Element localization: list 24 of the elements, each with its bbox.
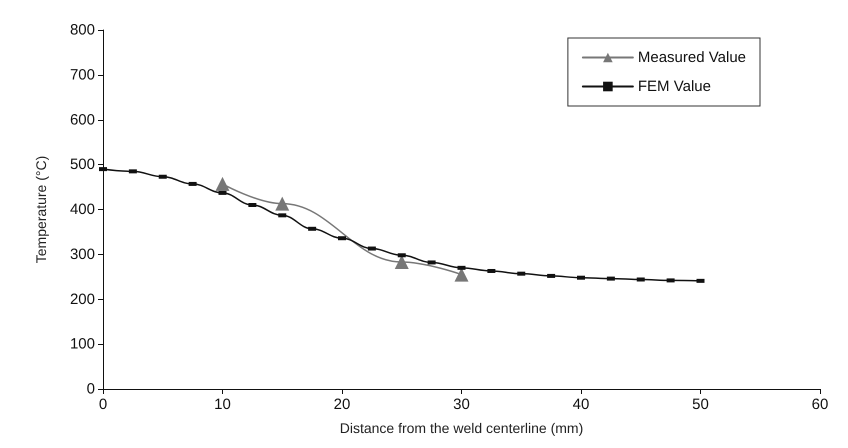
y-tick-label: 100: [70, 336, 95, 353]
point: [394, 255, 409, 270]
y-tick-label: 700: [70, 66, 95, 84]
x-tick-label: 60: [812, 396, 828, 413]
x-axis-title: Distance from the weld centerline (mm): [340, 420, 584, 436]
y-tick-label: 400: [70, 201, 95, 218]
point: [216, 176, 230, 191]
x-tick-label: 10: [214, 396, 231, 413]
x-tick-label: 50: [692, 396, 709, 413]
y-tick-label: 0: [86, 380, 95, 398]
x-tick-label: 40: [572, 396, 590, 413]
x-tick-label: 30: [453, 396, 470, 413]
y-tick-label: 200: [70, 290, 95, 308]
y-tick-label: 800: [70, 22, 95, 38]
y-tick-label: 600: [70, 111, 95, 128]
y-axis-title: Temperature (°C): [33, 156, 49, 264]
y-tick-label: 300: [70, 246, 95, 263]
x-tick-label: 20: [334, 396, 350, 413]
point: [454, 268, 468, 282]
y-tick-label: 500: [70, 156, 95, 174]
x-tick-label: 0: [98, 396, 108, 413]
legend-label: FEM Value: [638, 78, 711, 95]
point: [275, 196, 290, 211]
legend-label: Measured Value: [638, 49, 746, 66]
